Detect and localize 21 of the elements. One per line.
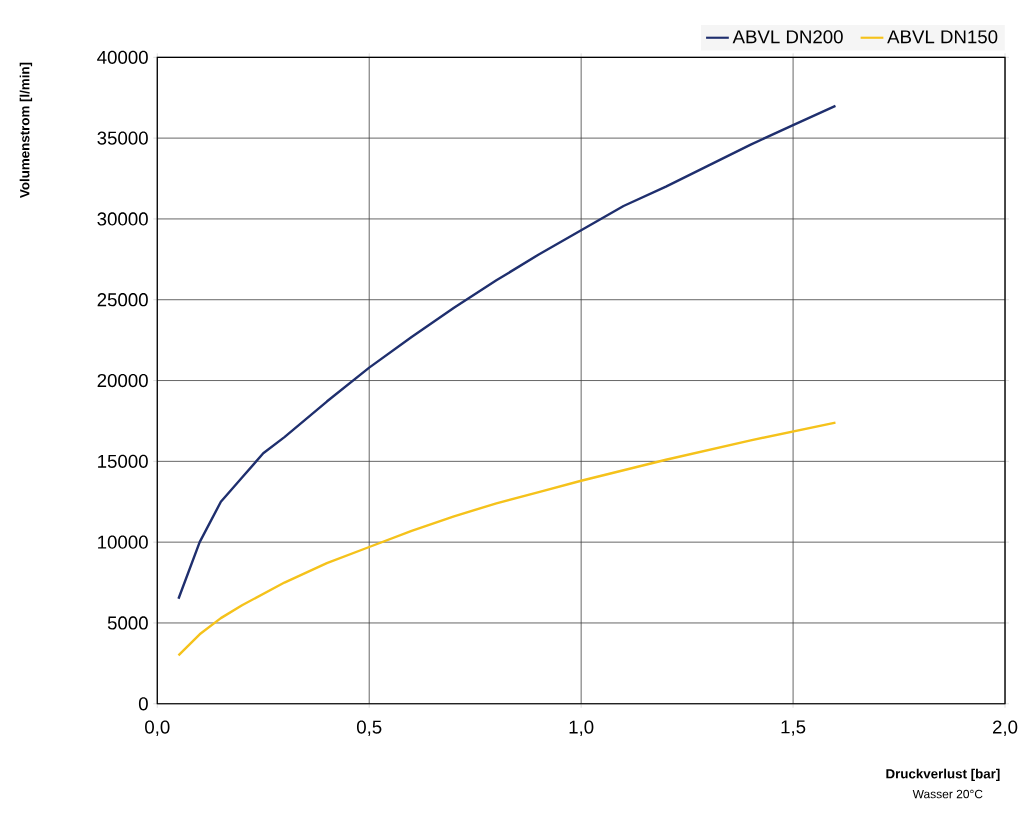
x-axis-title: Druckverlust [bar] bbox=[886, 768, 1000, 782]
y-tick-label: 0 bbox=[138, 697, 148, 711]
y-tick-label: 5000 bbox=[107, 616, 148, 630]
y-tick-label: 30000 bbox=[97, 212, 148, 226]
x-tick-label: 2,0 bbox=[992, 720, 1018, 736]
line-series bbox=[177, 421, 837, 657]
y-tick-label: 10000 bbox=[98, 535, 148, 549]
text: Wasser 20°C bbox=[912, 789, 983, 799]
y-tick-label: 35000 bbox=[97, 131, 148, 145]
legend-label: ABVL DN150 bbox=[887, 30, 998, 44]
y-tick-label: 20000 bbox=[97, 373, 148, 388]
x-tick-label: 1,5 bbox=[781, 720, 806, 736]
y-axis-title: Volumenstrom [l/min] bbox=[19, 62, 33, 198]
y-tick-label: 25000 bbox=[97, 293, 148, 307]
x-tick-label: 0,0 bbox=[145, 720, 170, 736]
line-series bbox=[177, 104, 837, 600]
y-tick-label: 15000 bbox=[98, 454, 148, 468]
legend-label: ABVL DN200 bbox=[732, 30, 843, 44]
x-tick-label: 0,5 bbox=[356, 720, 382, 736]
x-tick-label: 1,0 bbox=[569, 720, 594, 736]
y-tick-label: 40000 bbox=[97, 50, 148, 64]
